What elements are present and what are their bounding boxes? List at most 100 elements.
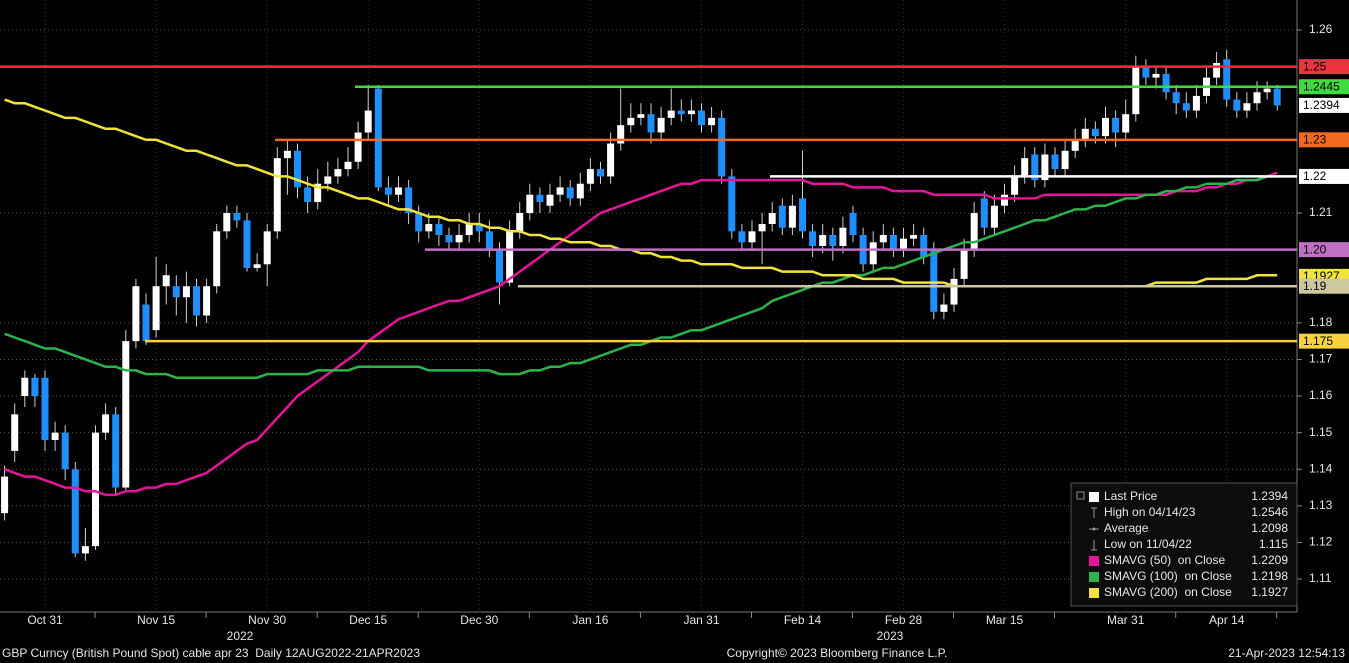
candle-body (617, 125, 625, 144)
y-tick-label: 1.14 (1309, 461, 1333, 475)
legend-value: 1.2546 (1251, 505, 1288, 519)
level-tag: 1.19 (1303, 279, 1327, 293)
candle-body (788, 205, 796, 228)
x-tick-label: Mar 15 (986, 613, 1024, 627)
candle-body (920, 234, 928, 257)
candle-body (324, 176, 332, 184)
candle-body (1091, 128, 1099, 137)
candle-body (435, 224, 443, 235)
candle-body (405, 187, 413, 214)
candle-body (344, 161, 352, 170)
candle-body (395, 187, 402, 195)
candle-body (283, 150, 291, 159)
candle-body (485, 231, 493, 250)
candle-body (41, 377, 49, 440)
candle-body (445, 234, 453, 243)
legend-value: 1.2209 (1251, 553, 1288, 567)
legend-value: 1.2394 (1251, 489, 1288, 503)
candle-body (253, 264, 261, 268)
candle-body (132, 286, 140, 342)
x-tick-label: Jan 16 (572, 613, 608, 627)
candle-body (354, 132, 362, 162)
candle-body (162, 275, 170, 287)
candle-body (708, 117, 716, 126)
legend-label: Average (1104, 521, 1149, 535)
candle-body (11, 414, 19, 451)
year-label: 2022 (227, 629, 254, 643)
candle-body (1081, 128, 1089, 140)
candle-body (869, 242, 877, 265)
candle-body (1031, 154, 1039, 181)
x-tick-label: Feb 14 (784, 613, 822, 627)
candle-body (1223, 59, 1231, 100)
x-tick-label: Dec 15 (349, 613, 387, 627)
x-tick-label: Jan 31 (683, 613, 719, 627)
level-tag-box (1299, 278, 1349, 294)
candle-body (1142, 66, 1150, 78)
candle-body (1172, 92, 1180, 104)
footer-center: Copyright© 2023 Bloomberg Finance L.P. (727, 646, 948, 660)
candle-body (1071, 139, 1079, 151)
candle-body (1253, 92, 1261, 104)
candle-body (910, 234, 918, 239)
candle-body (294, 150, 301, 188)
candle-body (879, 234, 887, 243)
candle-body (1061, 150, 1069, 170)
candle-body (1021, 158, 1029, 177)
legend-label: SMAVG (200) on Close (1104, 585, 1232, 599)
candle-body (506, 231, 514, 283)
candle-body (576, 183, 584, 199)
candle-body (597, 169, 604, 177)
candle-body (1011, 176, 1019, 195)
candle-body (92, 432, 99, 547)
level-tag: 1.2445 (1303, 79, 1340, 93)
candle-body (728, 176, 736, 232)
candle-body (243, 220, 251, 268)
candle-body (314, 183, 322, 203)
candle-body (102, 414, 110, 433)
candle-body (263, 231, 271, 265)
candle-body (122, 341, 130, 488)
candle-body (475, 224, 483, 232)
candle-body (455, 234, 463, 243)
ma-line (4, 171, 1278, 497)
candle-body (1263, 88, 1271, 93)
candle-body (627, 117, 635, 126)
candle-body (536, 194, 544, 203)
level-tag: 1.175 (1303, 334, 1333, 348)
candle-body (516, 213, 524, 232)
candle-body (980, 198, 988, 228)
candle-body (839, 227, 847, 246)
candle-body (718, 117, 726, 177)
candle-body (900, 238, 907, 250)
legend-value: 1.115 (1259, 537, 1288, 551)
legend-swatch (1089, 556, 1099, 566)
candle-body (1001, 194, 1008, 206)
candle-body (425, 224, 433, 232)
level-tag-box (1299, 79, 1349, 95)
candle-body (546, 194, 554, 206)
level-tag-box (1299, 242, 1349, 258)
candle-body (566, 187, 574, 199)
candle-body (213, 231, 221, 287)
y-tick-label: 1.11 (1309, 571, 1332, 585)
candle-body (1132, 66, 1140, 115)
legend-label: High on 04/14/23 (1104, 505, 1196, 519)
candle-body (778, 205, 786, 228)
candle-body (970, 213, 978, 250)
legend-value: 1.2098 (1251, 521, 1288, 535)
candle-body (172, 286, 180, 298)
candle-body (334, 169, 342, 177)
level-tag-box (1299, 333, 1349, 349)
legend-label: Low on 11/04/22 (1104, 537, 1192, 551)
x-tick-label: Nov 15 (137, 613, 175, 627)
candle-body (1112, 117, 1120, 133)
candle-body (384, 187, 392, 195)
candle-body (849, 213, 857, 235)
candle-body (1273, 88, 1281, 106)
candle-body (1, 476, 9, 514)
candle-body (415, 213, 423, 232)
candle-body (1233, 99, 1241, 111)
candle-body (81, 546, 89, 554)
